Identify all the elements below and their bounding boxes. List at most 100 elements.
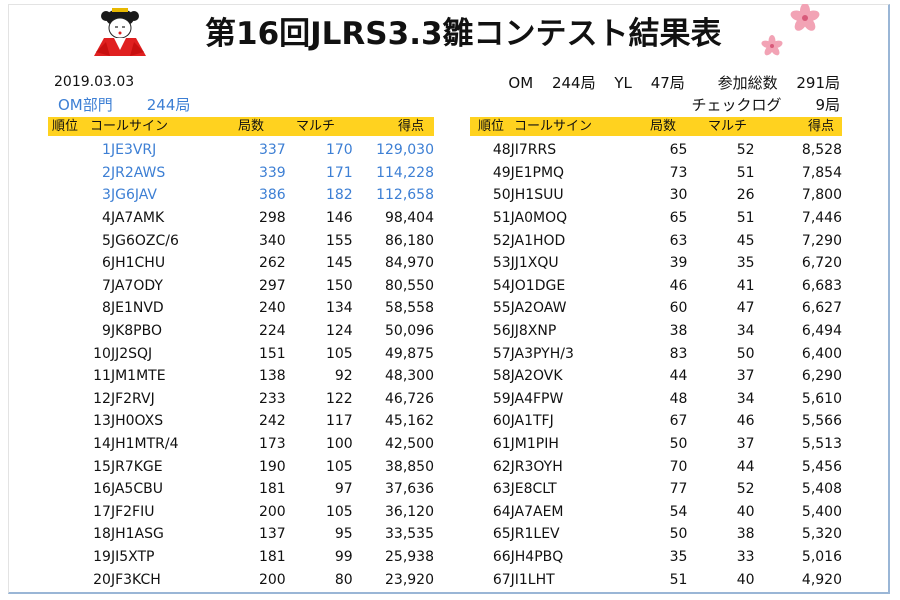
table-row: 57 JA3PYH/3 83 50 6,400	[470, 342, 842, 365]
rank-cell: 66	[492, 548, 511, 565]
om-label: OM	[508, 74, 534, 92]
table-row: 10 JJ2SQJ 151 105 49,875	[48, 342, 434, 365]
score-cell: 84,970	[385, 255, 434, 272]
hina-doll-icon	[94, 8, 146, 56]
qsos-cell: 386	[258, 187, 286, 204]
multi-cell: 34	[736, 323, 755, 340]
checklog-label: チェックログ	[691, 96, 782, 114]
rank-cell: 49	[492, 164, 511, 181]
table-header-left: 順位 コールサイン 局数 マルチ 得点	[48, 117, 434, 136]
table-row: 63 JE8CLT 77 52 5,408	[470, 478, 842, 501]
score-cell: 48,300	[385, 368, 434, 385]
callsign-cell: JA2OVK	[510, 368, 563, 385]
table-row: 62 JR3OYH 70 44 5,456	[470, 455, 842, 478]
results-table-right: 48 JI7RRS 65 52 8,528 49 JE1PMQ 73 51 7,854 50 JH1S…	[470, 139, 842, 591]
header-rank: 順位	[478, 119, 505, 134]
rank-cell: 6	[102, 255, 111, 272]
contest-date: 2019.03.03	[54, 74, 135, 90]
multi-cell: 51	[736, 164, 755, 181]
rank-cell: 20	[93, 571, 111, 588]
score-cell: 5,016	[801, 548, 842, 565]
qsos-cell: 173	[258, 436, 286, 453]
rank-cell: 57	[492, 345, 511, 362]
checklog-count: 9局	[815, 96, 840, 114]
table-row: 58 JA2OVK 44 37 6,290	[470, 365, 842, 388]
multi-cell: 41	[736, 277, 755, 294]
multi-cell: 105	[325, 345, 353, 362]
multi-cell: 95	[334, 526, 353, 543]
callsign-cell: JG6JAV	[110, 187, 157, 204]
callsign-cell: JI1LHT	[510, 571, 555, 588]
score-cell: 129,030	[376, 142, 434, 159]
score-cell: 42,500	[385, 436, 434, 453]
yl-label: YL	[614, 74, 632, 92]
header-score: 得点	[808, 119, 835, 134]
multi-cell: 134	[325, 300, 353, 317]
table-row: 66 JH4PBQ 35 33 5,016	[470, 546, 842, 569]
multi-cell: 52	[736, 142, 755, 159]
table-row: 50 JH1SUU 30 26 7,800	[470, 184, 842, 207]
table-row: 15 JR7KGE 190 105 38,850	[48, 455, 434, 478]
callsign-cell: JH1CHU	[110, 255, 166, 272]
qsos-cell: 200	[258, 503, 286, 520]
yl-count: 47局	[650, 74, 685, 92]
table-row: 51 JA0MOQ 65 51 7,446	[470, 207, 842, 230]
score-cell: 7,290	[801, 232, 842, 249]
table-row: 7 JA7ODY 297 150 80,550	[48, 275, 434, 298]
callsign-cell: JA3PYH/3	[510, 345, 574, 362]
score-cell: 80,550	[385, 277, 434, 294]
table-row: 49 JE1PMQ 73 51 7,854	[470, 162, 842, 185]
multi-cell: 46	[736, 413, 755, 430]
qsos-cell: 63	[669, 232, 688, 249]
header-callsign: コールサイン	[90, 119, 169, 134]
score-cell: 114,228	[376, 164, 434, 181]
multi-cell: 40	[736, 571, 755, 588]
multi-cell: 124	[325, 323, 353, 340]
table-row: 60 JA1TFJ 67 46 5,566	[470, 410, 842, 433]
callsign-cell: JJ2SQJ	[110, 345, 153, 362]
table-row: 52 JA1HOD 63 45 7,290	[470, 229, 842, 252]
rank-cell: 13	[93, 413, 111, 430]
callsign-cell: JA7AMK	[110, 210, 165, 227]
callsign-cell: JA0MOQ	[510, 210, 568, 227]
multi-cell: 51	[736, 210, 755, 227]
qsos-cell: 60	[669, 300, 688, 317]
callsign-cell: JH1ASG	[110, 526, 164, 543]
table-row: 4 JA7AMK 298 146 98,404	[48, 207, 434, 230]
qsos-cell: 240	[258, 300, 286, 317]
rank-cell: 54	[492, 277, 511, 294]
rank-cell: 61	[492, 436, 511, 453]
qsos-cell: 138	[258, 368, 286, 385]
table-header-right: 順位 コールサイン 局数 マルチ 得点	[470, 117, 842, 136]
table-row: 18 JH1ASG 137 95 33,535	[48, 523, 434, 546]
multi-cell: 146	[325, 210, 353, 227]
multi-cell: 105	[325, 458, 353, 475]
rank-cell: 2	[102, 164, 111, 181]
multi-cell: 99	[334, 548, 353, 565]
header-qsos: 局数	[650, 119, 677, 134]
callsign-cell: JR7KGE	[110, 458, 163, 475]
qsos-cell: 137	[258, 526, 286, 543]
table-row: 20 JF3KCH 200 80 23,920	[48, 568, 434, 591]
rank-cell: 50	[492, 187, 511, 204]
results-sheet	[8, 4, 890, 594]
score-cell: 5,566	[801, 413, 842, 430]
callsign-cell: JR1LEV	[510, 526, 560, 543]
rank-cell: 52	[492, 232, 511, 249]
score-cell: 46,726	[385, 390, 434, 407]
qsos-cell: 65	[669, 142, 688, 159]
callsign-cell: JO1DGE	[510, 277, 566, 294]
rank-cell: 58	[492, 368, 511, 385]
score-cell: 7,800	[801, 187, 842, 204]
rank-cell: 11	[93, 368, 111, 385]
rank-cell: 62	[492, 458, 511, 475]
multi-cell: 150	[325, 277, 353, 294]
score-cell: 38,850	[385, 458, 434, 475]
callsign-cell: JG6OZC/6	[110, 232, 179, 249]
rank-cell: 9	[102, 323, 111, 340]
score-cell: 58,558	[385, 300, 434, 317]
rank-cell: 7	[102, 277, 111, 294]
table-row: 48 JI7RRS 65 52 8,528	[470, 139, 842, 162]
multi-cell: 182	[325, 187, 353, 204]
callsign-cell: JR2AWS	[110, 164, 166, 181]
